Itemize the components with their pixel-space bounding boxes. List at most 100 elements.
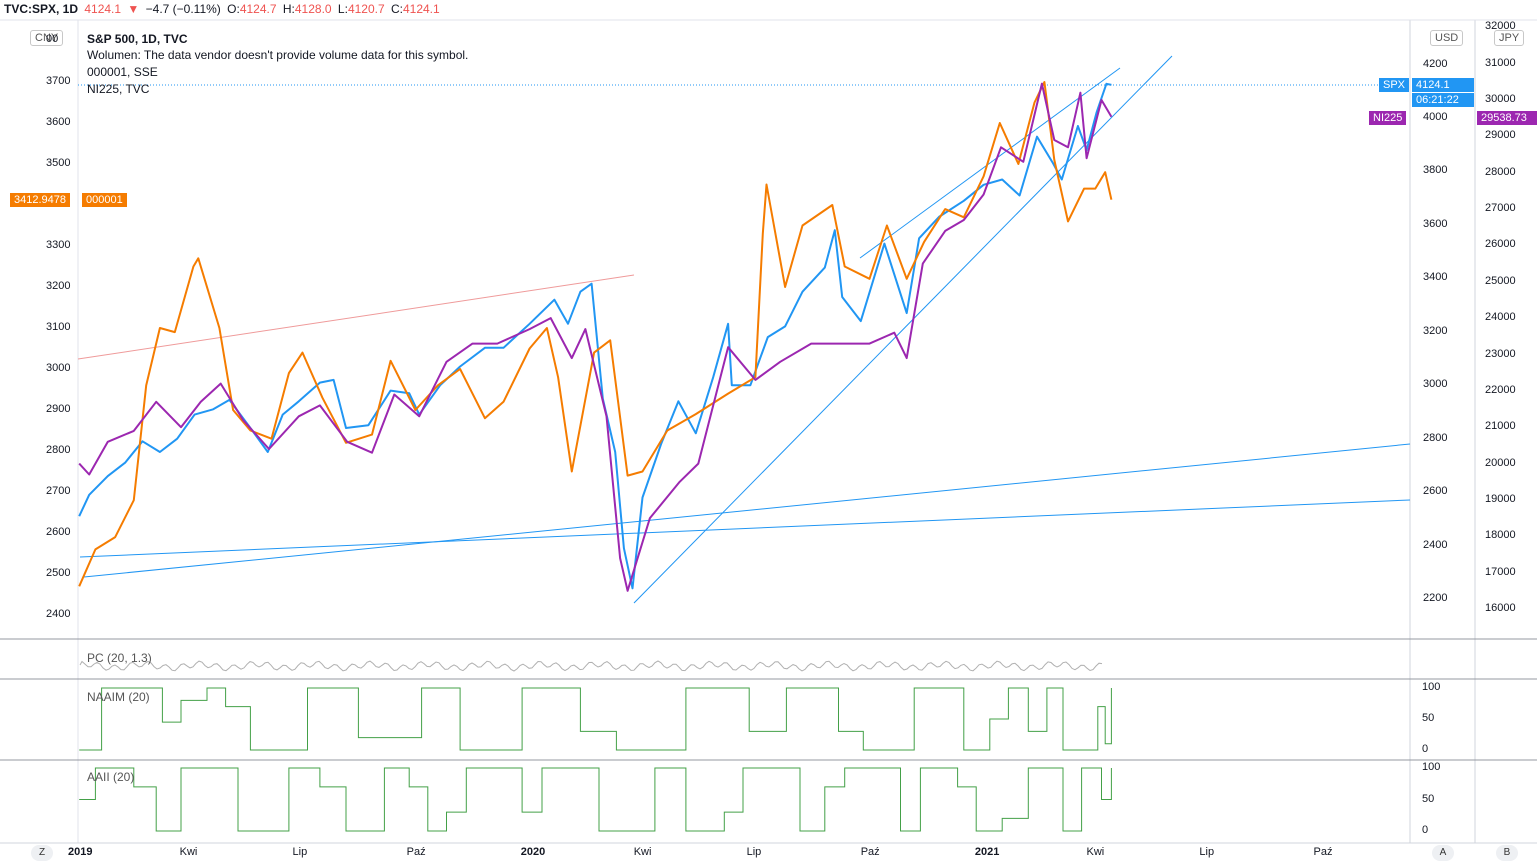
jpy-axis-label: 25000 (1485, 274, 1516, 287)
auto-scale-button[interactable]: A (1432, 845, 1454, 861)
aaii-axis-label: 0 (1422, 824, 1429, 836)
price-change: −4.7 (−0.11%) (145, 2, 221, 16)
cny-axis-label: 2700 (46, 485, 71, 497)
jpy-axis-label: 24000 (1485, 311, 1516, 324)
down-arrow-icon: ▼ (127, 2, 140, 16)
cny-axis-label: 3000 (46, 362, 71, 374)
cny-axis-label: 2400 (46, 608, 71, 620)
naaim-line[interactable] (79, 687, 1112, 751)
usd-axis-label: 2400 (1423, 538, 1448, 551)
cny-axis-label: 2900 (46, 403, 71, 415)
open-label: O: (227, 2, 240, 16)
naaim-title[interactable]: NAAIM (20) (87, 690, 150, 704)
naaim-axis-label: 50 (1422, 712, 1435, 724)
cny-axis-label: 00 (46, 33, 59, 45)
jpy-axis-label: 20000 (1485, 456, 1516, 469)
jpy-axis-label: 21000 (1485, 420, 1516, 433)
pc-line[interactable] (79, 660, 1103, 672)
b-scale-button[interactable]: B (1496, 845, 1518, 861)
jpy-axis-label: 16000 (1485, 602, 1516, 614)
zoom-button[interactable]: Z (31, 845, 53, 861)
naaim-axis-label: 100 (1422, 681, 1441, 693)
ni225-value-tag: 29538.73 (1477, 111, 1537, 125)
jpy-axis-label: 23000 (1485, 347, 1516, 360)
time-axis-label: Lip (746, 846, 762, 858)
aaii-axis-label: 50 (1422, 792, 1435, 805)
jpy-axis-label: 27000 (1485, 202, 1516, 215)
legend-volume: Wolumen: The data vendor doesn't provide… (87, 48, 469, 62)
low-label: L: (337, 2, 348, 16)
jpy-axis-label: 28000 (1485, 165, 1516, 178)
usd-axis-label: 3600 (1423, 217, 1448, 230)
cny-axis-label: 2800 (46, 444, 71, 456)
jpy-axis-label: 18000 (1485, 529, 1516, 542)
trendline-blue-lower-1[interactable] (83, 443, 1411, 578)
series-line-ni225[interactable] (78, 82, 1113, 592)
pc-panel (79, 660, 1103, 672)
jpy-axis-label: 26000 (1485, 238, 1516, 251)
time-axis-label: Paź (860, 846, 880, 858)
time-axis-label: Paź (406, 846, 426, 858)
jpy-scale-button[interactable]: JPY (1494, 30, 1525, 46)
usd-axis-label: 3800 (1423, 164, 1448, 177)
usd-axis-label: 4000 (1423, 111, 1448, 123)
sse-value-tag: 3412.9478 (10, 193, 70, 207)
usd-scale-button[interactable]: USD (1430, 30, 1464, 46)
close-value: 4124.1 (402, 2, 440, 16)
naaim-panel (79, 687, 1112, 751)
jpy-axis-label: 31000 (1485, 56, 1516, 69)
aaii-axis-label: 100 (1422, 761, 1441, 773)
trend-lines[interactable] (77, 55, 1411, 604)
cny-axis-label: 2600 (46, 526, 71, 538)
pc-title[interactable]: PC (20, 1.3) (87, 651, 152, 665)
cny-axis-label: 3300 (46, 239, 71, 251)
usd-axis-label: 2200 (1423, 592, 1448, 604)
aaii-title[interactable]: AAII (20) (87, 770, 135, 784)
usd-axis-label: 3200 (1423, 324, 1448, 337)
jpy-axis-label: 22000 (1485, 383, 1516, 396)
low-value: 4120.7 (347, 2, 385, 16)
time-axis-label: Lip (1199, 846, 1215, 858)
close-label: C: (390, 2, 403, 16)
cny-axis-label: 3700 (46, 75, 71, 87)
series-line-000001[interactable] (78, 81, 1113, 587)
time-axis-label: Kwi (633, 846, 652, 858)
time-axis-label: Kwi (179, 846, 198, 858)
time-axis-label: Paź (1313, 846, 1333, 858)
cny-axis-label: 3200 (46, 280, 71, 292)
cny-axis-label: 3100 (46, 321, 71, 333)
ni225-name-tag: NI225 (1369, 111, 1407, 125)
aaii-panel (79, 767, 1112, 832)
legend-sse[interactable]: 000001, SSE (87, 65, 158, 79)
usd-axis-label: 4200 (1423, 57, 1448, 70)
symbol-name[interactable]: TVC:SPX, 1D (4, 2, 79, 16)
jpy-axis-label: 19000 (1485, 492, 1516, 505)
cny-axis-label: 3500 (46, 157, 71, 169)
usd-axis-label: 2600 (1423, 485, 1448, 498)
series-line-spx[interactable] (78, 82, 1112, 590)
usd-axis-label: 3000 (1423, 378, 1448, 391)
legend-title[interactable]: S&P 500, 1D, TVC (87, 32, 188, 46)
time-axis-label: 2020 (520, 846, 546, 858)
jpy-axis-label: 29000 (1485, 129, 1516, 142)
trendline-red[interactable] (77, 274, 635, 360)
cny-axis-label: 2500 (46, 567, 71, 579)
usd-axis-label: 2800 (1423, 431, 1448, 444)
sse-name-tag: 000001 (82, 193, 127, 207)
legend-ni225[interactable]: NI225, TVC (87, 82, 150, 96)
jpy-axis-label: 32000 (1485, 20, 1516, 33)
jpy-axis-label: 30000 (1485, 93, 1516, 105)
spx-name-tag: SPX (1379, 78, 1410, 92)
time-axis-label: Kwi (1086, 846, 1105, 858)
usd-axis-label: 3400 (1423, 271, 1448, 284)
cny-scale-button[interactable]: CNY (30, 30, 64, 46)
aaii-line[interactable] (79, 767, 1112, 832)
high-value: 4128.0 (294, 2, 332, 16)
cny-axis-label: 3600 (46, 116, 71, 128)
trendline-blue-channel-upper[interactable] (859, 67, 1121, 259)
trendline-blue-channel-lower[interactable] (633, 55, 1173, 604)
trendline-blue-lower-2[interactable] (79, 499, 1411, 558)
time-axis-label: 2019 (68, 846, 93, 858)
spx-countdown-tag: 06:21:22 (1412, 93, 1474, 107)
